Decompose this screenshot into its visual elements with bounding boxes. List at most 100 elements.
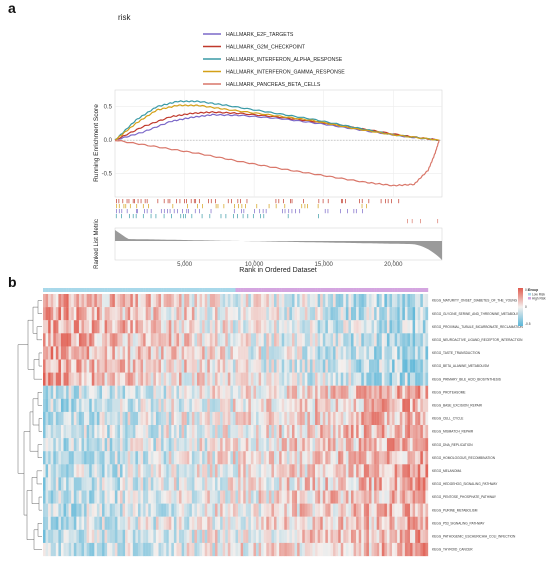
- group-cell: [227, 288, 231, 292]
- heatmap-cell: [266, 464, 270, 478]
- heatmap-cell: [150, 438, 154, 452]
- heatmap-cell: [315, 333, 318, 347]
- heatmap-cell: [386, 516, 390, 530]
- heatmap-cell: [333, 438, 336, 452]
- heatmap-cell: [209, 490, 213, 504]
- heatmap-cell: [204, 320, 208, 334]
- heatmap-cell: [371, 385, 375, 399]
- heatmap-cell: [320, 398, 323, 413]
- heatmap-cell: [163, 477, 167, 491]
- heatmap-cell: [94, 503, 98, 517]
- heatmap-cell: [181, 359, 185, 373]
- heatmap-cell: [66, 503, 69, 517]
- heatmap-cell: [168, 346, 172, 360]
- heatmap-cell: [161, 438, 164, 452]
- group-cell: [189, 288, 193, 292]
- heatmap-cell: [161, 503, 164, 517]
- heatmap-cell: [214, 464, 218, 478]
- heatmap-cell: [253, 346, 257, 360]
- heatmap-cell: [253, 307, 257, 321]
- heatmap-cell: [194, 385, 198, 399]
- heatmap-cell: [235, 411, 239, 426]
- heatmap-cell: [122, 529, 126, 544]
- heatmap-cell: [394, 294, 398, 308]
- heatmap-cell: [386, 464, 390, 478]
- color-scale-bar: [518, 288, 523, 326]
- heatmap-cell: [45, 477, 49, 491]
- heatmap-cell: [109, 516, 113, 530]
- heatmap-cell: [240, 477, 244, 491]
- heatmap-cell: [335, 398, 339, 413]
- heatmap-cell: [173, 451, 177, 465]
- heatmap-cell: [327, 320, 331, 334]
- heatmap-cell: [125, 503, 128, 517]
- heatmap-cell: [325, 438, 329, 452]
- heatmap-cell: [155, 503, 159, 517]
- heatmap-cell: [191, 451, 195, 465]
- heatmap-cell: [112, 451, 116, 465]
- heatmap-cell: [194, 438, 198, 452]
- heatmap-cell: [353, 451, 357, 465]
- group-cell: [204, 288, 208, 292]
- heatmap-cell: [91, 359, 95, 373]
- group-cell: [53, 288, 57, 292]
- heatmap-cell: [315, 503, 318, 517]
- heatmap-cell: [140, 503, 144, 517]
- heatmap-cell: [361, 307, 364, 321]
- heatmap-cell: [158, 490, 162, 504]
- heatmap-cell: [238, 359, 241, 373]
- heatmap-cell: [284, 477, 287, 491]
- heatmap-cell: [60, 294, 64, 308]
- heatmap-cell: [63, 307, 67, 321]
- heatmap-cell: [397, 307, 400, 321]
- group-cell: [58, 288, 62, 292]
- heatmap-cell: [53, 464, 56, 478]
- heatmap-cell: [181, 372, 185, 386]
- heatmap-cell: [189, 516, 193, 530]
- heatmap-cell: [222, 542, 226, 557]
- group-cell: [335, 288, 339, 292]
- heatmap-cell: [163, 411, 167, 426]
- heatmap-cell: [117, 398, 121, 413]
- heatmap-cell: [122, 294, 126, 308]
- heatmap-cell: [153, 307, 157, 321]
- heatmap-cell: [112, 294, 116, 308]
- heatmap-cell: [399, 385, 403, 399]
- heatmap-cell: [209, 542, 213, 557]
- heatmap-cell: [384, 529, 388, 544]
- heatmap-row-label: KEGG_PATHOGENIC_ESCHERICHIA_COLI_INFECTI…: [432, 534, 516, 538]
- heatmap-cell: [404, 438, 408, 452]
- heatmap-cell: [58, 320, 62, 334]
- heatmap-cell: [179, 451, 182, 465]
- heatmap-cell: [235, 320, 239, 334]
- heatmap-cell: [68, 516, 72, 530]
- heatmap-cell: [238, 438, 241, 452]
- heatmap-cell: [117, 490, 121, 504]
- heatmap-cell: [297, 307, 300, 321]
- heatmap-cell: [361, 398, 364, 413]
- heatmap-cell: [99, 529, 103, 544]
- heatmap-cell: [425, 411, 429, 426]
- heatmap-cell: [307, 359, 311, 373]
- heatmap-cell: [197, 385, 200, 399]
- heatmap-cell: [179, 503, 182, 517]
- group-cell: [120, 288, 123, 292]
- heatmap-cell: [217, 477, 221, 491]
- heatmap-cell: [366, 490, 370, 504]
- heatmap-cell: [207, 320, 210, 334]
- heatmap-cell: [173, 320, 177, 334]
- heatmap-cell: [410, 516, 413, 530]
- heatmap-cell: [240, 359, 244, 373]
- heatmap-cell: [102, 477, 105, 491]
- heatmap-cell: [66, 490, 69, 504]
- heatmap-cell: [96, 294, 100, 308]
- heatmap-cell: [84, 542, 87, 557]
- heatmap-cell: [112, 320, 116, 334]
- heatmap-cell: [397, 477, 400, 491]
- heatmap-cell: [153, 503, 157, 517]
- heatmap-cell: [248, 490, 252, 504]
- heatmap-cell: [122, 438, 126, 452]
- heatmap-cell: [189, 359, 193, 373]
- heatmap-cell: [240, 385, 244, 399]
- heatmap-cell: [171, 503, 175, 517]
